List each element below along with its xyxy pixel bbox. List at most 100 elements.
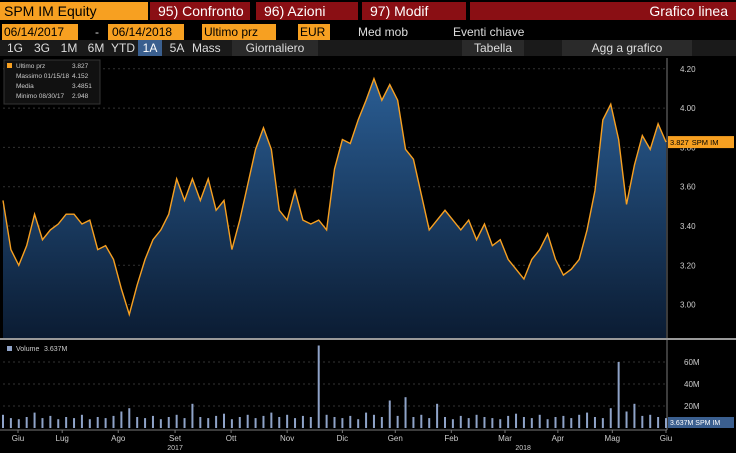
- legend-name: Minimo 08/30/17: [16, 93, 64, 100]
- key-events-toggle[interactable]: Eventi chiave: [453, 25, 525, 39]
- volume-bar: [546, 419, 549, 428]
- volume-bar: [357, 419, 360, 428]
- volume-bar: [396, 415, 399, 428]
- y-tick-label: 40M: [684, 380, 700, 389]
- y-tick-label: 3.00: [680, 301, 696, 310]
- volume-bar: [80, 414, 83, 428]
- x-tick-label: Apr: [552, 434, 565, 443]
- compare-button[interactable]: 95) Confronto: [150, 2, 250, 20]
- volume-bar: [365, 412, 368, 428]
- volume-bar: [633, 403, 636, 428]
- volume-bar: [57, 419, 60, 428]
- volume-bar: [625, 411, 628, 428]
- volume-bar: [562, 415, 565, 428]
- view-title: Grafico linea: [470, 2, 736, 20]
- volume-bar: [167, 417, 170, 428]
- y-tick-label: 20M: [684, 402, 700, 411]
- volume-bar: [112, 415, 115, 428]
- volume-bar: [475, 414, 478, 428]
- table-button[interactable]: Tabella: [462, 40, 524, 56]
- volume-bar: [499, 419, 502, 428]
- volume-bar: [412, 417, 415, 428]
- volume-bar: [120, 411, 123, 428]
- x-tick-label: Mar: [498, 434, 512, 443]
- legend-value: 3.827: [72, 63, 89, 70]
- volume-bar: [2, 414, 4, 428]
- volume-bar: [593, 417, 596, 428]
- volume-bar: [451, 419, 454, 428]
- volume-bar: [538, 414, 541, 428]
- volume-bar: [530, 418, 533, 428]
- volume-bar: [301, 415, 304, 428]
- volume-bar: [617, 362, 620, 428]
- volume-bar: [420, 414, 423, 428]
- legend-value: 2.948: [72, 93, 89, 100]
- x-tick-label: Gen: [388, 434, 403, 443]
- period-button[interactable]: 1A: [138, 40, 162, 56]
- volume-bar: [388, 400, 391, 428]
- volume-bar: [341, 418, 344, 428]
- volume-bar: [9, 418, 12, 428]
- volume-bar: [223, 413, 225, 428]
- volume-bar: [270, 412, 273, 428]
- volume-bar: [491, 418, 494, 428]
- volume-bar: [254, 418, 257, 428]
- volume-bar: [380, 417, 383, 428]
- volume-bar: [230, 419, 233, 428]
- period-button[interactable]: 3G: [33, 41, 50, 55]
- volume-bar: [128, 408, 131, 428]
- field-select[interactable]: Ultimo prz: [202, 24, 276, 40]
- x-tick-label: Feb: [444, 434, 458, 443]
- period-button[interactable]: YTD: [111, 41, 135, 55]
- legend-name: Ultimo prz: [16, 63, 45, 70]
- volume-legend-value: 3.637M: [44, 346, 68, 353]
- volume-bar: [175, 414, 178, 428]
- volume-bar: [183, 418, 186, 428]
- y-tick-label: 3.60: [680, 183, 696, 192]
- add-to-chart-button[interactable]: Agg a grafico: [562, 40, 692, 56]
- x-tick-label: Ago: [111, 434, 126, 443]
- volume-bar: [601, 418, 604, 428]
- period-button[interactable]: 6M: [87, 41, 105, 55]
- x-tick-label: Nov: [280, 434, 294, 443]
- year-label: 2017: [167, 445, 183, 452]
- volume-bar: [609, 408, 612, 428]
- legend-value: 4.152: [72, 73, 89, 80]
- volume-bar: [33, 412, 36, 428]
- price-line: [2, 76, 667, 317]
- volume-bar: [436, 403, 439, 428]
- x-tick-label: Mag: [605, 434, 621, 443]
- volume-bar: [144, 418, 147, 428]
- volume-bar: [467, 418, 470, 428]
- volume-bar: [65, 417, 68, 428]
- volume-bar: [578, 414, 581, 428]
- period-button[interactable]: 1G: [6, 41, 23, 55]
- frequency-select[interactable]: Giornaliero: [232, 40, 318, 56]
- volume-bar: [404, 397, 407, 428]
- volume-bar: [246, 414, 249, 428]
- moving-avg-toggle[interactable]: Med mob: [358, 25, 409, 39]
- end-date[interactable]: 06/14/2018: [108, 24, 184, 40]
- legend-name: Massimo 01/15/18: [16, 73, 69, 80]
- volume-bar: [41, 418, 44, 428]
- y-tick-label: 60M: [684, 358, 700, 367]
- volume-bar: [641, 415, 644, 428]
- start-date[interactable]: 06/14/2017: [2, 24, 78, 40]
- volume-legend: Volume: [16, 346, 39, 353]
- volume-bar: [88, 419, 91, 428]
- currency-select[interactable]: EUR: [298, 24, 330, 40]
- period-button[interactable]: Mass: [192, 41, 221, 55]
- volume-bar: [309, 417, 312, 428]
- edit-button[interactable]: 97) Modif: [362, 2, 466, 20]
- security-input[interactable]: SPM IM Equity: [0, 2, 148, 20]
- period-button[interactable]: 5A: [169, 41, 185, 55]
- actions-button[interactable]: 96) Azioni: [256, 2, 358, 20]
- volume-bar: [665, 418, 667, 428]
- period-button[interactable]: 1M: [60, 41, 78, 55]
- y-tick-label: 3.40: [680, 222, 696, 231]
- volume-bar: [286, 414, 289, 428]
- year-label: 2018: [515, 445, 531, 452]
- volume-bar: [151, 415, 154, 428]
- volume-bar: [317, 345, 320, 428]
